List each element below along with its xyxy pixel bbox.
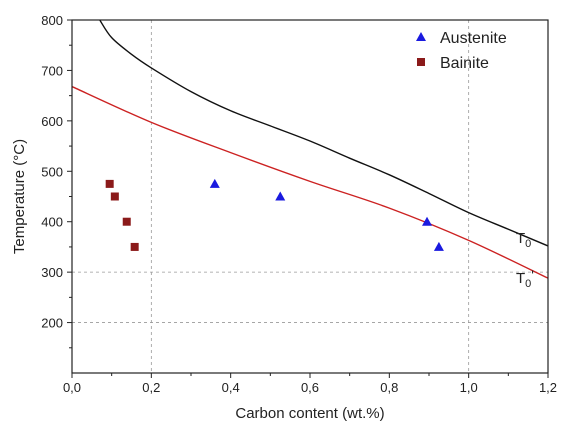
y-axis-title: Temperature (°C): [11, 139, 28, 254]
y-tick-label: 800: [41, 13, 63, 28]
legend-label-austenite: Austenite: [440, 30, 507, 47]
x-tick-label: 0,0: [63, 380, 81, 395]
legend-label-bainite: Bainite: [440, 55, 489, 72]
y-tick-label: 500: [41, 164, 63, 179]
point-bainite: [130, 242, 139, 251]
x-tick-label: 1,2: [539, 380, 557, 395]
y-tick-label: 200: [41, 316, 63, 331]
x-tick-label: 0,8: [380, 380, 398, 395]
legend-marker-austenite: [416, 32, 426, 41]
point-austenite: [433, 241, 444, 251]
x-tick-label: 1,0: [460, 380, 478, 395]
x-tick-label: 0,2: [142, 380, 160, 395]
curve-line-1: [71, 85, 549, 279]
curve-label-0: T0: [516, 230, 531, 250]
y-tick-label: 400: [41, 215, 63, 230]
curve-labels: T0 T0': [516, 230, 534, 290]
x-tick-label: 0,6: [301, 380, 319, 395]
data-points: [105, 178, 444, 251]
grid: [72, 20, 548, 373]
point-austenite: [422, 216, 433, 226]
y-tick-label: 300: [41, 265, 63, 280]
point-bainite: [105, 179, 114, 188]
legend: Austenite Bainite: [416, 30, 507, 72]
point-austenite: [275, 191, 286, 201]
y-tick-label: 600: [41, 114, 63, 129]
axes: 0,0 0,2 0,4 0,6 0,8 1,0 1,2 200 300 400 500 600 700 8…: [41, 13, 557, 395]
x-tick-label: 0,4: [222, 380, 240, 395]
point-austenite: [209, 178, 220, 188]
curves: [71, 19, 549, 279]
curve-label-1: T0': [516, 267, 534, 290]
point-bainite: [122, 217, 131, 226]
point-bainite: [110, 192, 119, 201]
curve-line-0: [99, 19, 549, 247]
x-axis-title: Carbon content (wt.%): [235, 405, 384, 422]
legend-marker-bainite: [417, 58, 425, 66]
y-tick-label: 700: [41, 63, 63, 78]
